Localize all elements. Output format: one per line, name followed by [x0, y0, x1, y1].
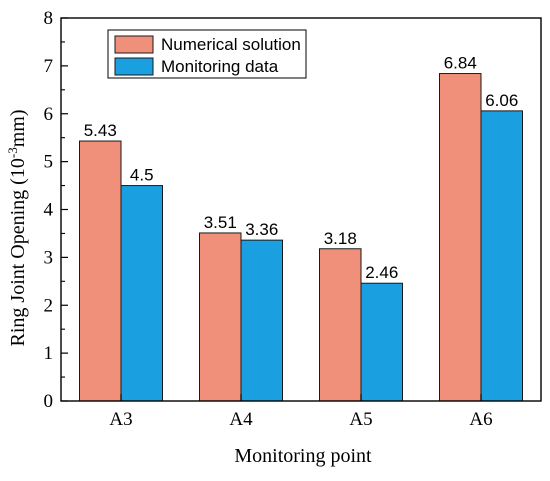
x-tick-label-a4: A4 — [229, 409, 253, 430]
y-axis-title-unit: mm) — [7, 110, 29, 148]
y-tick-label: 5 — [44, 152, 54, 173]
y-axis-title-main: Ring Joint Opening (10 — [7, 158, 29, 346]
value-label-a6-series-1: 6.84 — [444, 54, 477, 73]
x-tick-label-a5: A5 — [349, 409, 372, 430]
x-tick-label-a3: A3 — [109, 409, 132, 430]
bar-a3-series-2 — [120, 185, 163, 402]
legend-swatch-series-2 — [114, 57, 154, 76]
x-axis-title: Monitoring point — [234, 445, 372, 467]
value-labels-layer: 5.43 4.5 3.51 3.36 3.18 2.46 6.84 6.06 — [84, 54, 519, 283]
bar-a4-series-2 — [240, 239, 283, 402]
value-label-a5-series-2: 2.46 — [365, 263, 398, 282]
y-tick-label: 4 — [44, 200, 54, 221]
value-label-a5-series-1: 3.18 — [324, 229, 357, 248]
bars-layer — [79, 73, 523, 402]
value-label-a3-series-2: 4.5 — [130, 166, 154, 185]
legend: Numerical solution Monitoring data — [107, 29, 307, 79]
y-axis-title: Ring Joint Opening (10-3mm) — [5, 110, 29, 347]
bar-a4-series-1 — [199, 232, 242, 402]
x-tick-label-a6: A6 — [469, 409, 492, 430]
axes-layer: 0 1 2 3 4 5 6 7 8 A3 A4 A5 A6 — [44, 8, 542, 430]
legend-label-series-1: Numerical solution — [161, 35, 301, 54]
y-tick-label: 0 — [44, 391, 54, 412]
value-label-a6-series-2: 6.06 — [485, 91, 518, 110]
bar-a5-series-1 — [319, 248, 362, 402]
y-tick-label: 2 — [44, 295, 54, 316]
value-label-a3-series-1: 5.43 — [84, 121, 117, 140]
y-tick-label: 7 — [44, 56, 54, 77]
value-label-a4-series-2: 3.36 — [245, 220, 278, 239]
y-tick-label: 1 — [44, 343, 54, 364]
legend-label-series-2: Monitoring data — [161, 57, 279, 76]
bar-a5-series-2 — [360, 282, 403, 402]
y-axis-title-exponent: -3 — [5, 147, 20, 158]
y-tick-label: 6 — [44, 104, 54, 125]
bar-a6-series-1 — [439, 73, 482, 402]
bar-a3-series-1 — [79, 140, 122, 402]
legend-swatch-series-1 — [114, 35, 154, 54]
bar-a6-series-2 — [480, 110, 523, 402]
y-tick-label: 3 — [44, 247, 54, 268]
y-tick-label: 8 — [44, 8, 54, 29]
value-label-a4-series-1: 3.51 — [204, 213, 237, 232]
